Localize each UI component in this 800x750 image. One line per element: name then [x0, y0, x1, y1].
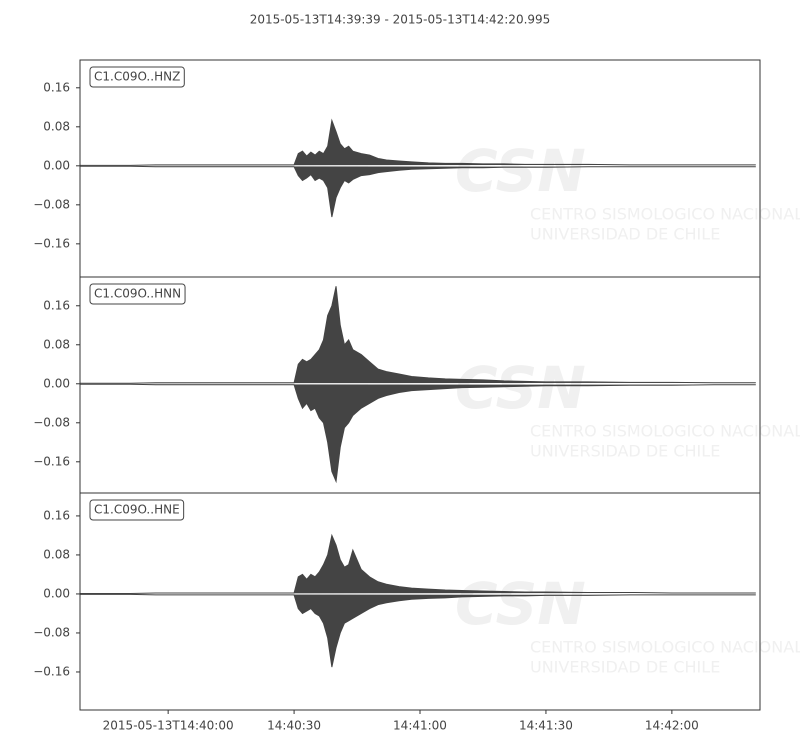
y-tick-label: 0.00: [43, 586, 70, 600]
waveform-envelope: [80, 593, 756, 668]
x-tick-label: 14:40:30: [267, 719, 321, 733]
chart-title: 2015-05-13T14:39:39 - 2015-05-13T14:42:2…: [250, 13, 551, 27]
y-tick-label: −0.08: [33, 197, 70, 211]
watermark-logo: CSN: [455, 137, 586, 205]
waveform-envelope: [80, 118, 756, 166]
waveform-envelope: [80, 533, 756, 594]
watermark-text: CENTRO SISMOLOGICO NACIONAL: [530, 205, 800, 224]
trace: [80, 286, 756, 484]
station-label: C1.C09O..HNE: [94, 503, 180, 517]
watermark-text: UNIVERSIDAD DE CHILE: [530, 225, 720, 244]
y-tick-label: −0.16: [33, 236, 70, 250]
station-label-box: [89, 283, 186, 305]
waveform-envelope: [80, 383, 756, 484]
y-tick-label: 0.08: [43, 119, 70, 133]
watermark-logo: CSN: [455, 354, 586, 422]
station-label: C1.C09O..HNZ: [94, 70, 180, 84]
watermark-logo: CSN: [455, 570, 586, 638]
watermark-text: UNIVERSIDAD DE CHILE: [530, 658, 720, 677]
waveform-envelope: [80, 165, 756, 218]
y-tick-label: 0.16: [43, 80, 70, 94]
watermark-text: CENTRO SISMOLOGICO NACIONAL: [530, 638, 800, 657]
y-tick-label: 0.00: [43, 376, 70, 390]
y-tick-label: 0.08: [43, 547, 70, 561]
watermark-text: CENTRO SISMOLOGICO NACIONAL: [530, 422, 800, 441]
waveform-envelope: [80, 286, 756, 384]
x-tick-label: 14:41:00: [393, 719, 447, 733]
y-tick-label: −0.08: [33, 415, 70, 429]
y-tick-label: 0.08: [43, 337, 70, 351]
watermark-text: UNIVERSIDAD DE CHILE: [530, 442, 720, 461]
station-label-box: [89, 66, 185, 88]
y-tick-label: −0.16: [33, 454, 70, 468]
y-tick-label: −0.08: [33, 625, 70, 639]
station-label-box: [89, 499, 185, 521]
y-tick-label: 0.16: [43, 298, 70, 312]
y-tick-label: −0.16: [33, 664, 70, 678]
x-tick-label: 2015-05-13T14:40:00: [103, 719, 234, 733]
panel-frame: [79, 492, 761, 711]
y-tick-label: 0.16: [43, 508, 70, 522]
trace: [80, 118, 756, 218]
trace: [80, 533, 756, 668]
x-tick-label: 14:42:00: [645, 719, 699, 733]
x-tick-label: 14:41:30: [519, 719, 573, 733]
y-tick-label: 0.00: [43, 158, 70, 172]
station-label: C1.C09O..HNN: [94, 287, 181, 301]
